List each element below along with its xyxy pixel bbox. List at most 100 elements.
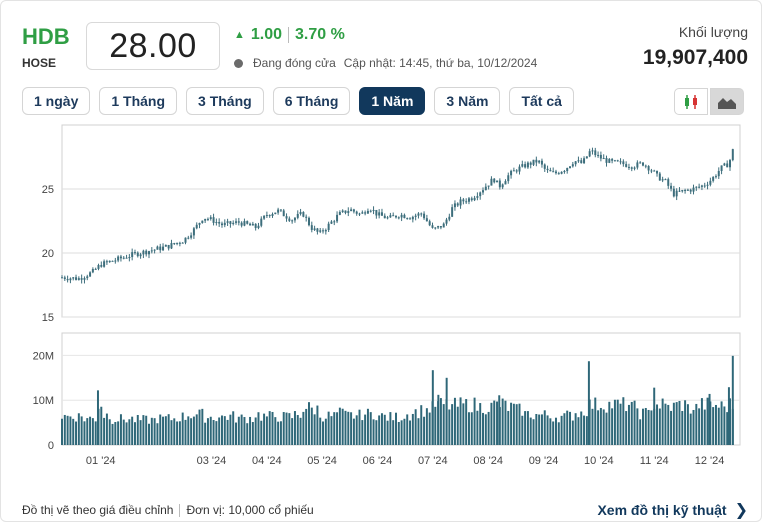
technical-chart-link[interactable]: Xem đồ thị kỹ thuật ❯ — [597, 500, 748, 520]
axis-labels: 25 20 15 20M 10M 0 01 '24 03 '24 04 '24 05 '24 06 … — [33, 184, 725, 467]
price-candle-body — [437, 226, 440, 228]
volume-bar — [61, 418, 63, 445]
volume-bar — [279, 421, 282, 445]
tab-3-years[interactable]: 3 Năm — [434, 87, 501, 115]
volume-bar — [425, 408, 428, 445]
volume-bar — [431, 370, 434, 445]
status-dot-icon — [234, 58, 243, 68]
price-candle-body — [237, 221, 240, 223]
volume-bar — [717, 407, 720, 445]
price-candle-body — [291, 220, 294, 222]
price-candle-body — [319, 230, 322, 232]
volume-bar — [566, 410, 569, 445]
price-candle-body — [125, 257, 128, 259]
volume-bar — [282, 412, 285, 445]
price-candle-body — [661, 179, 664, 181]
volume-bar — [145, 415, 148, 445]
price-candle-body — [622, 161, 625, 165]
price-candle-body — [254, 223, 257, 229]
price-candle-body — [591, 150, 594, 152]
volume-bar — [131, 416, 134, 445]
volume-bar — [599, 407, 602, 445]
volume-bar — [723, 406, 726, 445]
volume-bar — [103, 417, 106, 445]
price-candle-body — [83, 278, 86, 280]
price-candle-body — [512, 170, 515, 172]
volume-bar — [569, 411, 572, 445]
x-tick-label: 07 '24 — [418, 455, 448, 467]
volume-bar — [195, 414, 198, 445]
price-candle-body — [712, 177, 715, 181]
volume-bar — [510, 402, 513, 445]
price-candle-body — [641, 162, 644, 166]
volume-bar — [692, 409, 695, 445]
volume-bar — [521, 415, 524, 445]
tab-1-day[interactable]: 1 ngày — [22, 87, 91, 115]
x-tick-label: 10 '24 — [584, 455, 614, 467]
volume-bar — [369, 412, 372, 445]
price-tick-label: 20 — [42, 248, 54, 260]
volume-bar — [125, 422, 128, 445]
volume-bar — [476, 410, 479, 445]
volume-bar — [639, 419, 642, 445]
price-candle-body — [507, 175, 510, 182]
price-candle-body — [538, 160, 541, 163]
volume-bar — [251, 422, 254, 445]
price-candle-body — [423, 213, 426, 219]
volume-bar — [451, 404, 454, 445]
price-candle-body — [176, 242, 179, 244]
divider — [288, 27, 290, 43]
tab-6-months[interactable]: 6 Tháng — [272, 87, 351, 115]
price-candle-body — [190, 235, 193, 238]
volume-bar — [585, 416, 588, 445]
volume-bar — [173, 418, 176, 445]
volume-bar — [310, 407, 313, 445]
volume-bar — [445, 377, 448, 445]
price-candle-body — [706, 184, 709, 186]
price-candle-body — [403, 214, 406, 219]
price-candle-body — [80, 278, 83, 280]
volume-bar — [232, 411, 235, 445]
area-view-button[interactable] — [710, 88, 744, 115]
price-candle-body — [69, 278, 72, 281]
tab-1-month[interactable]: 1 Tháng — [99, 87, 178, 115]
price-candle-body — [263, 215, 266, 219]
price-candle-body — [470, 198, 473, 201]
tab-3-months[interactable]: 3 Tháng — [186, 87, 264, 115]
tab-1-year[interactable]: 1 Năm — [359, 87, 426, 115]
price-tick-label: 25 — [42, 184, 54, 196]
price-candle-body — [459, 199, 462, 206]
volume-bar — [420, 405, 423, 445]
volume-bar — [656, 404, 659, 445]
volume-bar — [94, 421, 97, 445]
volume-bar — [487, 411, 490, 445]
price-candle-body — [532, 159, 535, 165]
volume-bar — [159, 414, 162, 445]
price-candle-body — [611, 159, 614, 161]
volume-bar — [532, 419, 535, 445]
price-candle-body — [625, 164, 628, 167]
price-candle-body — [299, 212, 302, 214]
price-candle-body — [692, 187, 695, 192]
volume-bar — [714, 404, 717, 445]
volume-bar — [695, 403, 698, 445]
volume-bar — [268, 411, 271, 445]
volume-panel — [61, 355, 734, 445]
volume-bar — [493, 400, 496, 445]
price-candle-body — [206, 218, 209, 220]
price-candle-body — [305, 216, 308, 218]
price-candle-body — [181, 242, 184, 244]
tab-all[interactable]: Tất cả — [509, 87, 574, 115]
candlestick-view-button[interactable] — [674, 88, 708, 115]
volume-bar — [611, 408, 614, 445]
volume-bar — [406, 414, 409, 445]
price-candle-body — [434, 227, 437, 229]
price-candle-body — [145, 250, 148, 255]
price-candle-body — [585, 156, 588, 159]
price-candle-body — [650, 170, 653, 172]
price-candle-body — [198, 222, 201, 225]
volume-bar — [591, 408, 594, 445]
price-candle-body — [277, 209, 280, 213]
volume-bar — [355, 415, 358, 445]
price-candle-body — [420, 213, 423, 215]
